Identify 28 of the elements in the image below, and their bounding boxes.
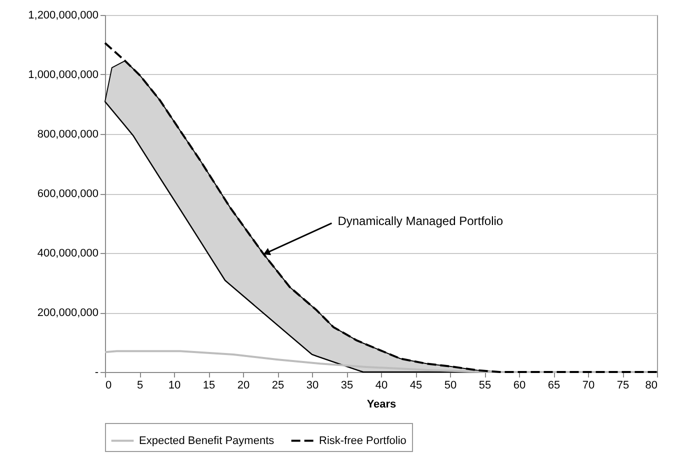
x-tick-label: 75 xyxy=(616,380,630,392)
y-tick-label: 1,200,000,000 xyxy=(28,10,98,22)
y-tick-label: 400,000,000 xyxy=(37,248,98,260)
x-tick-label: 35 xyxy=(340,380,354,392)
x-tick-label: 45 xyxy=(410,380,422,392)
y-tick-label: - xyxy=(94,366,99,378)
x-tick-label: 30 xyxy=(306,380,319,392)
x-tick-label: 55 xyxy=(478,380,492,392)
y-tick-label: 600,000,000 xyxy=(37,188,98,200)
x-tick-label: 20 xyxy=(237,380,250,392)
x-tick-label: 10 xyxy=(168,380,181,392)
x-tick-label: 0 xyxy=(106,380,112,392)
x-tick-label: 5 xyxy=(136,380,144,392)
y-tick-label: 1,000,000,000 xyxy=(28,69,98,81)
x-tick-label: 25 xyxy=(272,380,284,392)
x-tick-label: 15 xyxy=(202,380,216,392)
x-tick-label: 70 xyxy=(582,380,595,392)
x-tick-label: 40 xyxy=(375,380,388,392)
x-tick-label: 50 xyxy=(444,380,457,392)
x-tick-label: 65 xyxy=(548,380,560,392)
legend-label: Risk-free Portfolio xyxy=(319,434,406,447)
x-axis-title: Years xyxy=(366,398,396,410)
annotation: Dynamically Managed Portfolio xyxy=(338,214,504,228)
y-tick-label: 200,000,000 xyxy=(37,307,98,319)
x-tick-label: 60 xyxy=(513,380,526,392)
x-tick-label: 80 xyxy=(645,380,658,392)
legend-label: Expected Benefit Payments xyxy=(139,434,275,447)
y-tick-label: 800,000,000 xyxy=(37,128,98,140)
